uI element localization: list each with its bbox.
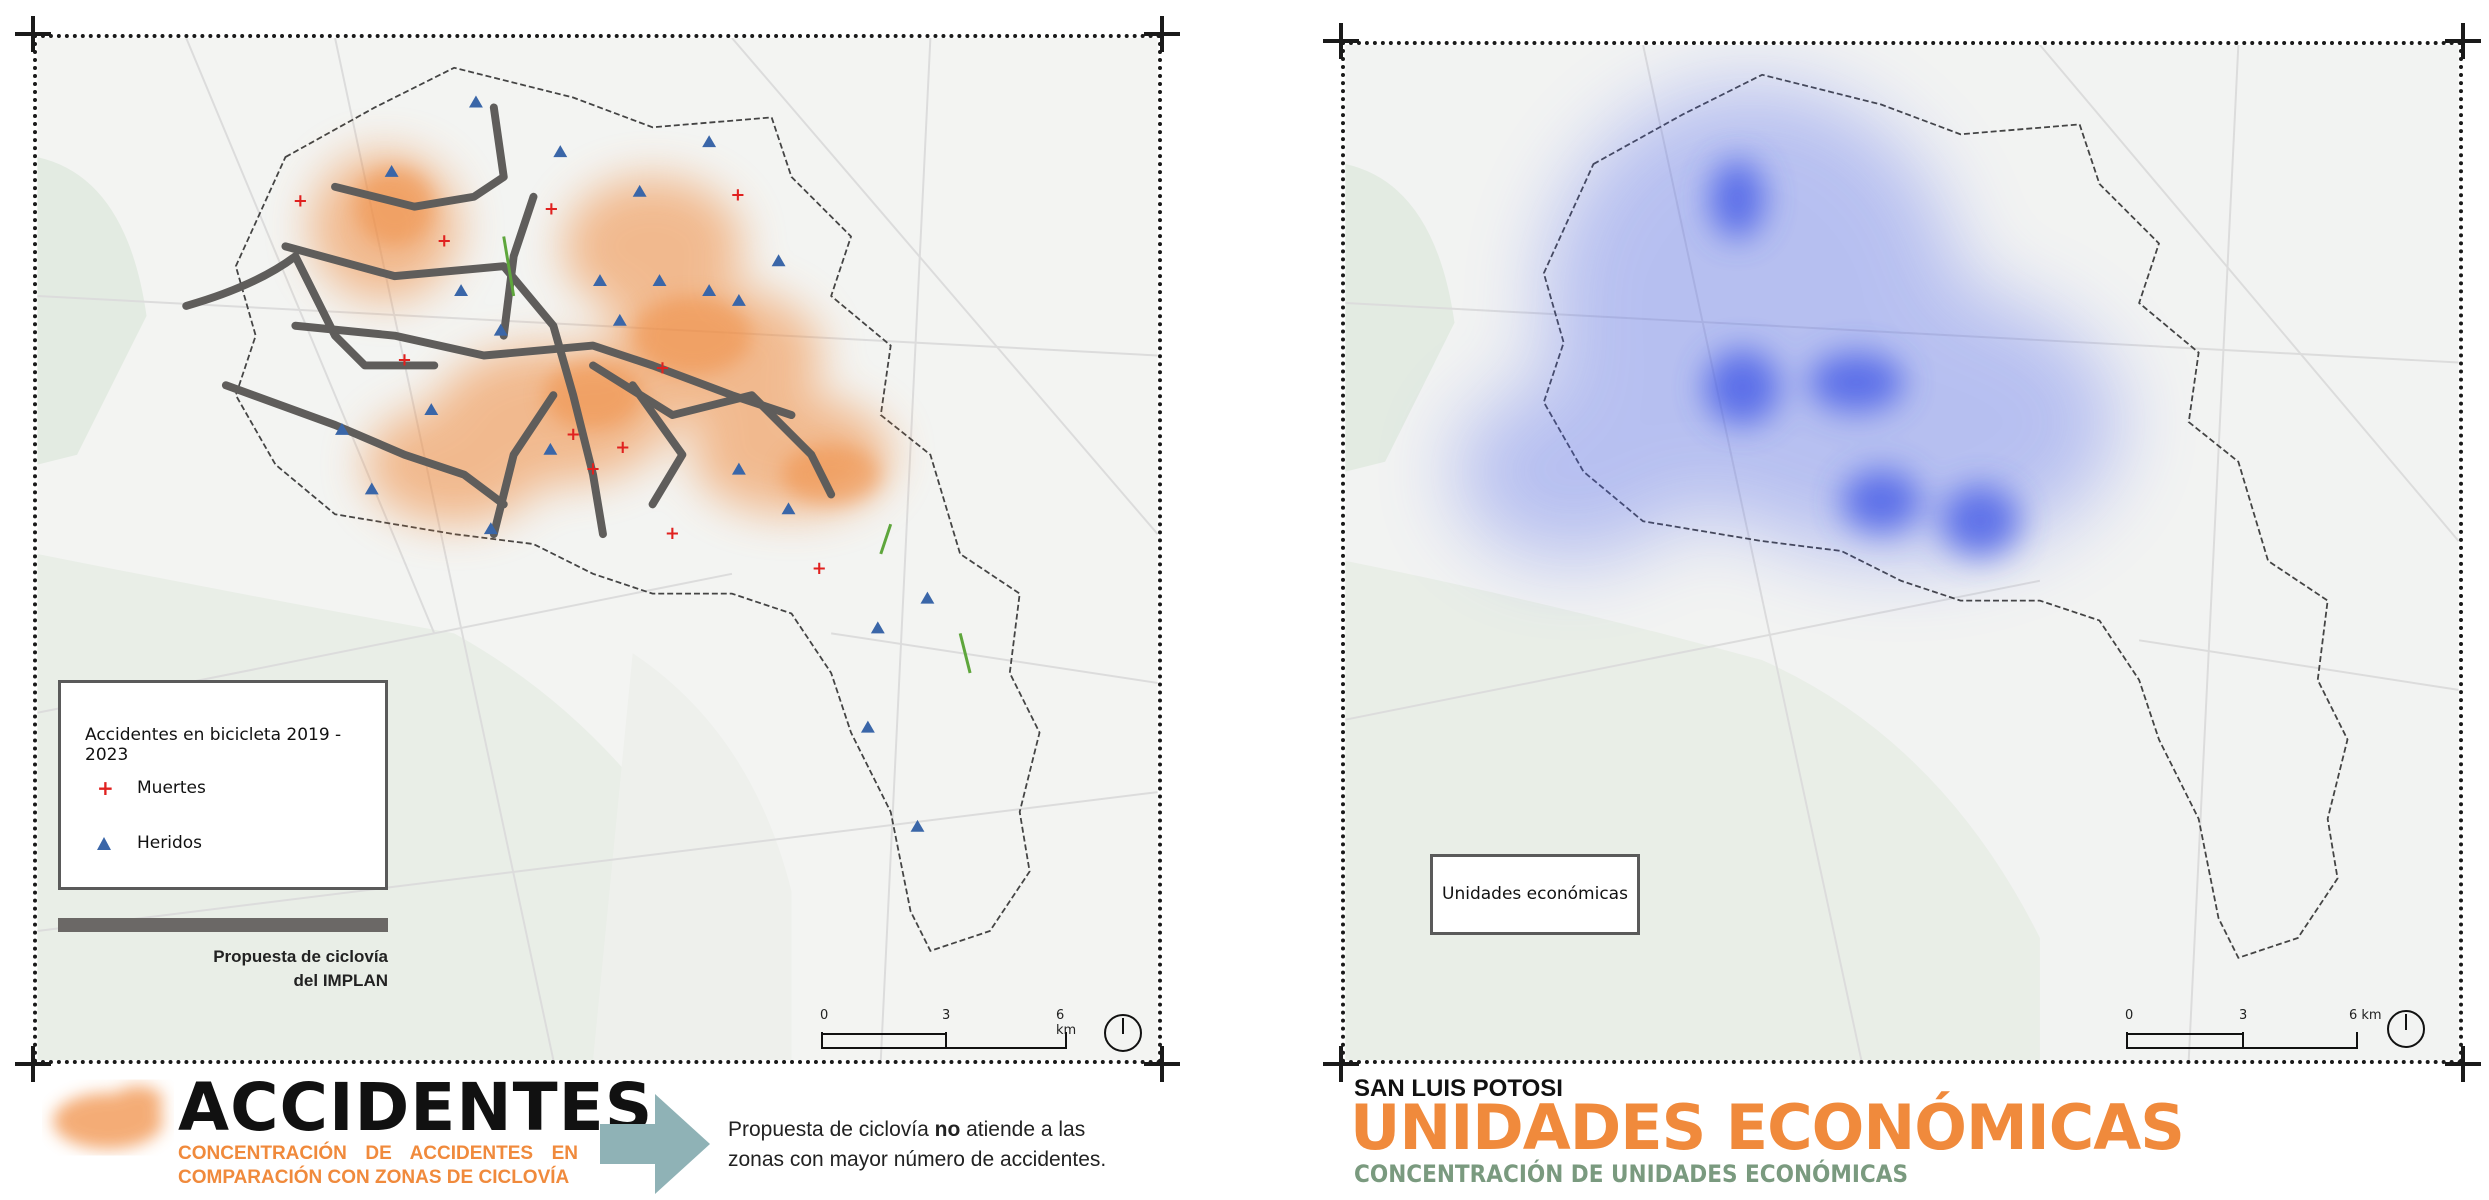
accidents-map: + ++ + ++ +++ ++	[37, 38, 1158, 1060]
economic-units-title: UNIDADES ECONÓMICAS	[1350, 1091, 2185, 1164]
city-label: SAN LUIS POTOSI	[1354, 1075, 1563, 1102]
svg-text:+: +	[397, 349, 412, 370]
bike-lane-legend-label: Propuesta de ciclovía del IMPLAN	[213, 947, 388, 990]
economic-units-legend: Unidades económicas	[1430, 854, 1640, 935]
arrow-right-icon	[600, 1094, 710, 1194]
economic-units-subtitle: CONCENTRACIÓN DE UNIDADES ECONÓMICAS	[1354, 1160, 1909, 1188]
legend-title: Unidades económicas	[1442, 884, 1628, 904]
legend-item-muertes: + Muertes	[97, 778, 206, 798]
corner-mark-icon	[1323, 23, 1359, 59]
legend-item-heridos: Heridos	[97, 833, 202, 853]
corner-mark-icon	[2445, 1046, 2481, 1082]
corner-mark-icon	[2445, 23, 2481, 59]
svg-text:+: +	[544, 199, 559, 220]
svg-text:+: +	[665, 523, 680, 544]
accidents-title: ACCIDENTES	[178, 1069, 654, 1146]
svg-text:+: +	[586, 459, 601, 480]
svg-text:+: +	[655, 357, 670, 378]
svg-text:+: +	[730, 185, 745, 206]
corner-mark-icon	[1144, 1046, 1180, 1082]
heat-cluster-icon	[53, 1086, 163, 1149]
triangle-icon	[97, 836, 111, 850]
legend-label: Heridos	[137, 833, 203, 853]
scale-bar: 0 3 6 km	[2125, 1008, 2385, 1058]
svg-text:+: +	[812, 558, 827, 579]
legend-label: Muertes	[137, 778, 206, 798]
economic-units-map	[1345, 45, 2459, 1060]
north-arrow-icon	[1104, 1014, 1142, 1052]
corner-mark-icon	[1144, 16, 1180, 52]
scale-bar: 0 3 6 km	[820, 1008, 1080, 1058]
cross-icon: +	[97, 776, 114, 800]
bike-lane-legend-swatch	[58, 918, 388, 932]
corner-mark-icon	[15, 16, 51, 52]
svg-text:+: +	[293, 191, 308, 212]
legend-title: Accidentes en bicicleta 2019 - 2023	[85, 725, 342, 765]
north-arrow-icon	[2387, 1010, 2425, 1048]
economic-units-map-frame	[1341, 41, 2463, 1064]
svg-text:+: +	[437, 230, 452, 251]
svg-text:+: +	[615, 437, 630, 458]
corner-mark-icon	[15, 1046, 51, 1082]
accidents-legend: Accidentes en bicicleta 2019 - 2023 + Mu…	[58, 680, 388, 890]
corner-mark-icon	[1323, 1046, 1359, 1082]
accidents-subtitle: CONCENTRACIÓN DE ACCIDENTES EN COMPARACI…	[178, 1143, 578, 1188]
accidents-note: Propuesta de ciclovía no atiende a las z…	[728, 1118, 1107, 1171]
svg-text:+: +	[566, 424, 581, 445]
accidents-map-frame: + + + + + + + + + + +	[33, 34, 1162, 1064]
